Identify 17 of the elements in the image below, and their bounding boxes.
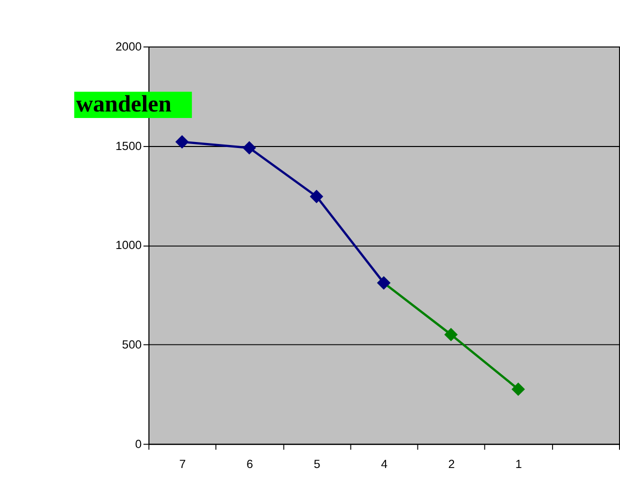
point — [512, 382, 525, 396]
x-tick-label: 5 — [314, 458, 321, 471]
y-tick-label: 1000 — [116, 239, 142, 252]
annotation: wandelen — [76, 92, 172, 118]
y-tick-label: 500 — [122, 338, 142, 352]
point — [444, 328, 458, 342]
y-tick-label: 1500 — [116, 140, 142, 153]
x-tick-label: 1 — [515, 458, 522, 471]
x-tick-label: 6 — [246, 458, 254, 471]
x-tick-label: 4 — [380, 458, 388, 471]
x-tick-label: 2 — [448, 458, 455, 471]
point — [175, 135, 189, 149]
point — [242, 141, 256, 155]
x-tick-label: 7 — [179, 458, 186, 471]
y-tick-label: 2000 — [116, 40, 142, 54]
point — [310, 190, 324, 204]
y-tick-label: 0 — [135, 438, 142, 451]
